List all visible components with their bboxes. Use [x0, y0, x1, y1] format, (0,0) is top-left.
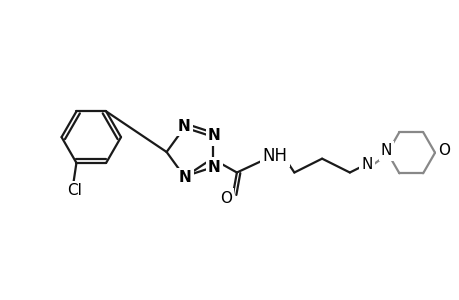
Text: N: N [380, 143, 392, 158]
Text: NH: NH [262, 147, 286, 165]
Text: N: N [207, 160, 220, 175]
Text: N: N [179, 170, 191, 185]
Text: N: N [207, 128, 220, 143]
Text: N: N [178, 119, 190, 134]
Text: N: N [360, 157, 372, 172]
Text: O: O [437, 143, 449, 158]
Text: Cl: Cl [67, 183, 82, 198]
Text: O: O [219, 191, 231, 206]
